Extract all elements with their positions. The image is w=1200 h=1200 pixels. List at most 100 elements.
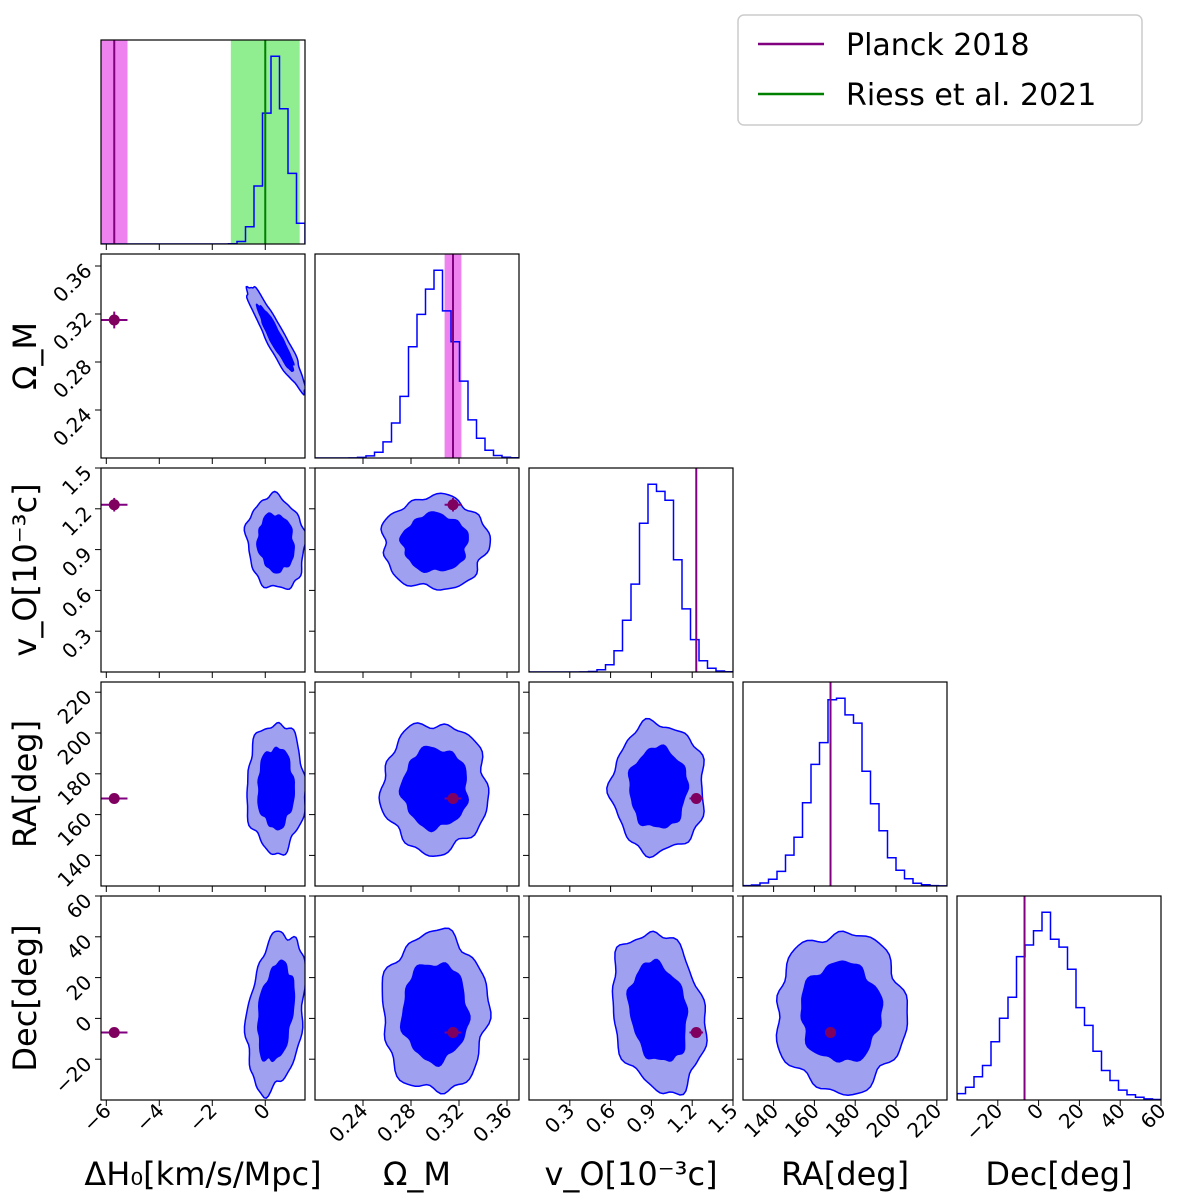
- panel-content: [315, 254, 519, 458]
- y-tick-label: 0.3: [57, 624, 96, 663]
- panel-frame: [314, 253, 520, 459]
- legend: Planck 2018 Riess et al. 2021: [737, 14, 1143, 126]
- x-tick-label: 0.28: [372, 1099, 420, 1147]
- y-tick-label: 0.36: [48, 259, 96, 307]
- x-tick-label: 60: [1136, 1099, 1171, 1134]
- reference-point: [108, 1026, 120, 1038]
- x-tick-label: 0.6: [581, 1099, 620, 1138]
- panel-frame: [528, 681, 734, 887]
- x-tick-label: −20: [961, 1099, 1008, 1146]
- x-tick-label: 20: [1054, 1099, 1089, 1134]
- panel-content: [378, 722, 490, 858]
- y-axis-title-vO: v_O[10⁻³c]: [6, 483, 44, 656]
- y-tick-label: 0.24: [48, 403, 96, 451]
- x-tick-label: −2: [184, 1099, 222, 1137]
- panel-Dec-Dec: −20 0 20 40 60: [956, 895, 1171, 1146]
- contour-68: [398, 745, 470, 833]
- y-tick-label: 200: [53, 726, 97, 770]
- panel-frame: [100, 467, 306, 673]
- y-tick-label: 60: [62, 889, 97, 924]
- panel-content: [957, 896, 1161, 1100]
- y-tick-label: 1.5: [57, 461, 96, 500]
- panel-content: [101, 40, 305, 244]
- y-tick-label: 0.9: [57, 542, 96, 581]
- x-tick-label: 40: [1095, 1099, 1130, 1134]
- y-tick-label: 0.6: [57, 583, 96, 622]
- panel-frame: [314, 467, 520, 673]
- panel-content: [743, 682, 947, 886]
- y-axis-title-RA: RA[deg]: [6, 720, 44, 848]
- y-tick-label: 1.2: [57, 501, 96, 540]
- x-tick-label: 1.5: [703, 1099, 742, 1138]
- contour-68: [255, 303, 295, 372]
- panel-dH0-OmegaM: 0.240.280.320.36: [48, 253, 306, 464]
- contour-68: [256, 512, 295, 574]
- panel-content: [101, 490, 305, 591]
- y-tick-label: 180: [53, 766, 97, 810]
- x-tick-label: 0: [1022, 1099, 1048, 1125]
- x-tick-label: −4: [131, 1099, 169, 1137]
- panel-content: [775, 930, 909, 1096]
- y-axis-title-Dec: Dec[deg]: [6, 924, 44, 1071]
- contour-68: [257, 746, 296, 831]
- panel-frame: [100, 39, 306, 245]
- y-tick-label: −20: [50, 1052, 97, 1099]
- reference-point: [447, 1026, 459, 1038]
- panel-OmegaM-OmegaM: [314, 253, 520, 464]
- x-tick-label: 0.3: [540, 1099, 579, 1138]
- panel-frame: [956, 895, 1162, 1101]
- x-tick-label: 220: [902, 1099, 946, 1143]
- x-axis-title-Dec: Dec[deg]: [985, 1155, 1132, 1193]
- panel-vO-Dec: 0.3 0.6 0.9 1.2 1.5: [523, 895, 743, 1138]
- y-tick-label: 0.28: [48, 355, 96, 403]
- x-axis-title-dH0: ΔH₀[km/s/Mpc]: [84, 1155, 321, 1193]
- y-tick-label: 220: [53, 685, 97, 729]
- reference-point: [108, 499, 120, 511]
- y-tick-label: 20: [62, 970, 97, 1005]
- x-tick-label: 140: [739, 1099, 783, 1143]
- y-tick-label: 160: [53, 807, 97, 851]
- panel-content: [101, 285, 305, 396]
- legend-label-planck: Planck 2018: [846, 28, 1030, 63]
- panel-frame: [314, 681, 520, 887]
- contour-68: [626, 958, 689, 1062]
- panel-frame: [100, 895, 306, 1101]
- panel-vO-vO: [528, 467, 734, 678]
- x-axis-title-vO: v_O[10⁻³c]: [544, 1155, 717, 1193]
- contour-68: [800, 960, 884, 1063]
- panel-dH0-dH0: [100, 39, 306, 250]
- panel-OmegaM-vO: [309, 467, 520, 678]
- histogram-Dec: [957, 911, 1161, 1100]
- x-axis-title-OmegaM: Ω_M: [383, 1155, 451, 1193]
- panel-content: [606, 717, 705, 859]
- panel-RA-RA: [742, 681, 948, 892]
- panel-content: [381, 927, 492, 1095]
- panel-content: [101, 930, 305, 1100]
- panel-content: [380, 492, 492, 591]
- x-axis-title-RA: RA[deg]: [781, 1155, 909, 1193]
- x-tick-label: 0.32: [420, 1099, 468, 1147]
- panel-frame: [100, 253, 306, 459]
- reference-point: [108, 314, 120, 326]
- contour-68: [256, 959, 296, 1063]
- y-tick-label: 0.32: [48, 307, 96, 355]
- x-tick-label: 0: [249, 1099, 275, 1125]
- panels-layer: 0.240.280.320.360.30.60.91.21.5140160180…: [6, 39, 1171, 1193]
- panel-frame: [314, 895, 520, 1101]
- reference-point: [447, 792, 459, 804]
- reference-point: [825, 1026, 837, 1038]
- contour-68: [627, 744, 690, 829]
- contour-68: [399, 962, 471, 1068]
- y-tick-label: 0: [71, 1011, 97, 1037]
- x-tick-label: 0.24: [324, 1099, 372, 1147]
- reference-point: [108, 792, 120, 804]
- y-tick-label: 140: [53, 848, 97, 892]
- x-tick-label: 0.9: [621, 1099, 660, 1138]
- panel-frame: [742, 895, 948, 1101]
- histogram-OmegaM: [315, 269, 519, 458]
- x-tick-label: 0.36: [468, 1099, 516, 1147]
